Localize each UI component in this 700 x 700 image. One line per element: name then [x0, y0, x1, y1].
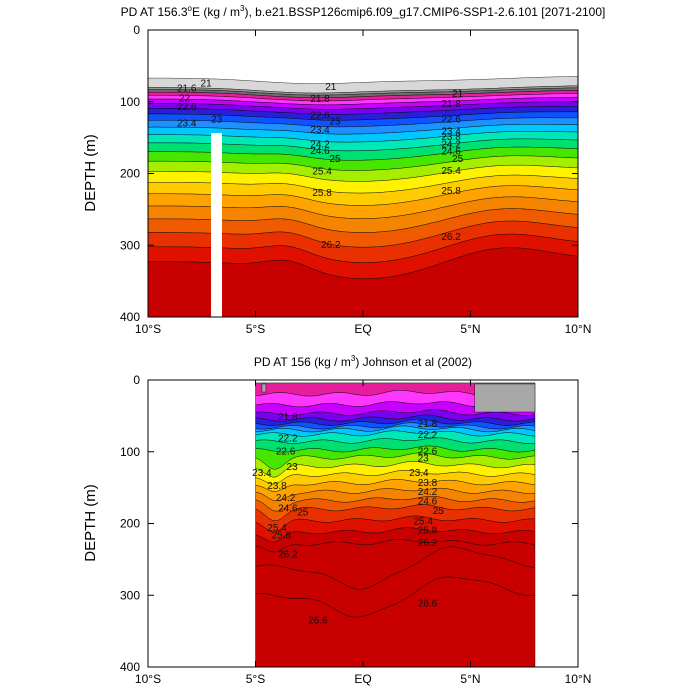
contour-label: 24.6 [418, 497, 438, 508]
contour-label: 25.4 [312, 167, 332, 178]
contour-label: 24.6 [310, 146, 330, 157]
contour-label: 23 [329, 116, 341, 127]
contour-label: 25.4 [413, 517, 433, 528]
contour-label: 22.6 [310, 111, 330, 122]
contour-label: 24.2 [418, 487, 438, 498]
contour-label: 21 [201, 78, 213, 89]
panel1-plot: 2121.62222.62323.42121.822.62323.424.224… [148, 30, 578, 317]
contour-label: 23 [418, 454, 430, 465]
contour-label: 25.4 [441, 166, 461, 177]
contour-label: 22.6 [276, 446, 296, 457]
y-tick-label: 400 [120, 660, 140, 674]
contour-label: 21 [325, 82, 337, 93]
contour-label: 26.2 [321, 240, 341, 251]
x-tick-label: 10°N [565, 672, 592, 686]
y-tick-label: 400 [120, 310, 140, 324]
contour-label: 23.8 [418, 478, 438, 489]
contour-label: 22 [179, 94, 191, 105]
panel1-ylabel: DEPTH (m) [82, 134, 99, 212]
contour-label: 21.8 [310, 94, 330, 105]
panel1-missing-column [211, 133, 222, 317]
contour-label: 22.6 [441, 114, 461, 125]
panel1-contour-labels: 2121.62222.62323.42121.822.62323.424.224… [177, 78, 464, 251]
contour-label: 25 [433, 506, 445, 517]
y-tick-label: 0 [133, 373, 140, 387]
contour-label: 25 [452, 154, 464, 165]
contour-label: 26.2 [441, 232, 461, 243]
contour-label: 26.6 [418, 599, 438, 610]
contour-label: 24.6 [278, 504, 298, 515]
contour-label: 22.2 [418, 430, 438, 441]
x-tick-label: 5°N [460, 672, 480, 686]
contour-label: 25.4 [267, 523, 287, 534]
y-tick-label: 100 [120, 95, 140, 109]
contour-label: 21.8 [278, 412, 298, 423]
contour-label: 22.2 [278, 433, 298, 444]
contour-label: 21 [452, 89, 464, 100]
x-tick-label: 5°N [460, 322, 480, 336]
contour-label: 24.2 [441, 139, 461, 150]
panel1-bands [148, 76, 578, 317]
contour-band-22 [255, 576, 536, 667]
contour-label: 21.6 [177, 83, 197, 94]
y-tick-label: 100 [120, 445, 140, 459]
contour-label: 24.6 [441, 147, 461, 158]
x-tick-label: 10°N [565, 322, 592, 336]
y-tick-label: 200 [120, 167, 140, 181]
contour-label: 23.8 [441, 132, 461, 143]
panel2-axes: 10°S 5°S EQ 5°N 10°N 0 100 200 300 400 [120, 373, 591, 686]
contour-label: 25.8 [312, 188, 332, 199]
panel1-title: PD AT 156.3oE (kg / m3), b.e21.BSSP126cm… [121, 4, 606, 19]
panel2-bands [255, 382, 536, 667]
contour-label: 25 [329, 154, 341, 165]
contour-label: 25.8 [418, 525, 438, 536]
surface-gap [474, 383, 536, 413]
contour-label: 23.4 [409, 468, 429, 479]
contour-label: 25.8 [441, 186, 461, 197]
contour-label: 25 [297, 507, 309, 518]
contour-band-22 [148, 247, 578, 317]
contour-label: 26.2 [418, 538, 438, 549]
x-tick-label: 5°S [246, 322, 265, 336]
contour-label: 26.2 [278, 550, 298, 561]
y-tick-label: 300 [120, 588, 140, 602]
contour-label: 22.6 [418, 446, 438, 457]
y-tick-label: 300 [120, 238, 140, 252]
contour-label: 23.4 [252, 468, 272, 479]
x-tick-label: 10°S [135, 322, 161, 336]
contour-label: 21.8 [441, 99, 461, 110]
x-tick-label: 10°S [135, 672, 161, 686]
contour-label: 23 [211, 114, 223, 125]
y-tick-label: 0 [133, 23, 140, 37]
contour-label: 23.4 [310, 125, 330, 136]
contour-label: 23.4 [441, 127, 461, 138]
contour-label: 22.6 [177, 102, 197, 113]
contour-label: 24.2 [276, 493, 296, 504]
contour-label: 26.6 [308, 616, 328, 627]
contour-label: 24.2 [310, 139, 330, 150]
contour-label: 21.8 [418, 419, 438, 430]
contour-label: 23.8 [267, 481, 287, 492]
x-tick-label: EQ [354, 672, 371, 686]
y-tick-label: 200 [120, 517, 140, 531]
contour-label: 25.8 [272, 530, 292, 541]
panel1-axes: 10°S 5°S EQ 5°N 10°N 0 100 200 300 400 [120, 23, 591, 336]
x-tick-label: EQ [354, 322, 371, 336]
x-tick-label: 5°S [246, 672, 265, 686]
contour-label: 23.4 [177, 119, 197, 130]
panel2-title: PD AT 156 (kg / m3) Johnson et al (2002) [254, 354, 472, 369]
contour-label: 23 [287, 462, 299, 473]
panel2-ylabel: DEPTH (m) [82, 484, 99, 562]
surface-gap [261, 383, 267, 393]
